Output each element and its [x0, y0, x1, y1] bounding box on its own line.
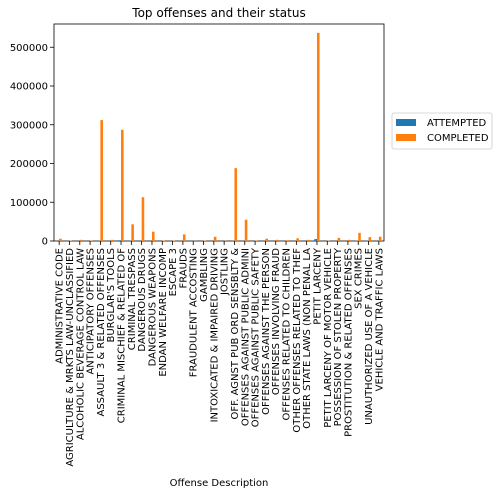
plot-frame — [53, 23, 385, 242]
x-tick-label-27: POSSESSION OF STOLEN PROPERTY — [333, 247, 344, 426]
x-tick-label-22: OFFENSES RELATED TO CHILDREN — [282, 248, 293, 420]
x-tick-label-13: FRAUDULENT ACCOSTING — [189, 248, 200, 377]
bar-attempted-6 — [118, 240, 122, 241]
x-tick-label-0: ADMINISTRATIVE CODE — [55, 248, 66, 364]
y-tick-label-4: 400000 — [10, 82, 48, 93]
x-tick-label-2: ALCOHOLIC BEVERAGE CONTROL LAW — [75, 248, 86, 440]
legend-swatch-attempted — [396, 119, 416, 126]
x-tick-label-24: OTHER STATE LAWS (NON PENAL LA — [302, 248, 313, 429]
x-tick-label-3: ANTICIPATORY OFFENSES — [86, 248, 97, 375]
x-tick-label-29: SEX CRIMES — [354, 248, 365, 309]
legend-label-attempted: ATTEMPTED — [427, 118, 487, 129]
x-tick-label-12: FRAUDS — [178, 248, 189, 289]
x-tick-label-10: ENDAN WELFARE INCOMP — [158, 248, 169, 377]
x-tick-label-5: BURGLAR'S TOOLS — [106, 248, 117, 343]
bar-completed-10 — [162, 240, 165, 241]
x-axis-label: Offense Description — [170, 478, 269, 489]
bar-completed-18 — [244, 219, 248, 241]
bar-completed-4 — [100, 120, 103, 241]
bar-completed-5 — [110, 239, 114, 241]
y-tick-label-0: 0 — [42, 237, 48, 248]
bar-completed-0 — [59, 238, 62, 241]
x-tick-label-25: PETIT LARCENY — [312, 247, 323, 325]
y-tick-label-1: 100000 — [10, 198, 48, 209]
x-axis: ADMINISTRATIVE CODE AGRICULTURE & MRKTS L… — [55, 241, 385, 467]
bar-completed-30 — [368, 237, 372, 242]
x-tick-label-15: INTOXICATED & IMPAIRED DRIVING — [209, 248, 220, 422]
bar-completed-8 — [141, 197, 145, 241]
x-tick-label-21: OFFENSES INVOLVING FRAUD — [271, 248, 282, 395]
x-tick-label-8: DANGEROUS DRUGS — [137, 248, 148, 352]
x-tick-label-31: VEHICLE AND TRAFFIC LAWS — [374, 248, 385, 391]
legend: ATTEMPTED COMPLETED — [391, 112, 493, 150]
bar-completed-27 — [337, 237, 341, 241]
x-tick-label-18: OFFENSES AGAINST PUBLIC ADMINI — [240, 248, 251, 426]
bar-attempted-4 — [97, 240, 101, 241]
x-tick-label-20: OFFENSES AGAINST THE PERSON — [261, 248, 272, 415]
bar-completed-28 — [347, 239, 351, 241]
bar-completed-21 — [275, 239, 279, 241]
bars-group — [59, 32, 382, 242]
x-tick-label-30: UNAUTHORIZED USE OF A VEHICLE — [364, 248, 375, 425]
bar-attempted-25 — [314, 239, 317, 241]
x-tick-label-14: GAMBLING — [199, 248, 210, 302]
y-axis: 0 100000 200000 300000 400000 500000 — [10, 43, 54, 248]
bar-completed-22 — [286, 240, 289, 241]
y-tick-label-2: 200000 — [10, 159, 48, 170]
legend-label-completed: COMPLETED — [427, 133, 489, 144]
x-tick-label-4: ASSAULT 3 & RELATED OFFENSES — [96, 248, 107, 417]
x-tick-label-28: PROSTITUTION & RELATED OFFENSES — [343, 248, 354, 437]
bar-completed-14 — [203, 240, 207, 241]
bar-completed-25 — [316, 32, 320, 241]
x-tick-label-11: ESCAPE 3 — [168, 248, 179, 296]
bar-completed-15 — [213, 236, 217, 241]
y-tick-label-5: 500000 — [10, 43, 48, 54]
x-tick-label-9: DANGEROUS WEAPONS — [147, 248, 158, 366]
bar-completed-19 — [255, 240, 258, 241]
legend-swatch-completed — [396, 134, 416, 141]
x-tick-label-6: CRIMINAL MISCHIEF & RELATED OF — [117, 248, 128, 423]
bar-completed-29 — [358, 232, 361, 241]
x-tick-label-16: JOSTLING — [220, 248, 231, 296]
y-tick-label-3: 300000 — [10, 120, 48, 131]
plot-area — [53, 23, 385, 242]
chart-title: Top offenses and their status — [131, 6, 305, 20]
x-tick-label-19: OFFENSES AGAINST PUBLIC SAFETY — [251, 247, 262, 427]
bar-completed-7 — [131, 224, 134, 241]
bar-completed-17 — [234, 168, 238, 241]
bar-completed-2 — [79, 239, 83, 241]
bar-completed-31 — [378, 236, 382, 241]
x-tick-label-1: AGRICULTURE & MRKTS LAW-UNCLASSIFIED — [65, 248, 76, 467]
bar-completed-24 — [306, 239, 310, 241]
x-tick-label-17: OFF. AGNST PUB ORD SENSBLTY & — [230, 248, 241, 420]
bar-completed-20 — [265, 238, 268, 241]
x-tick-label-26: PETIT LARCENY OF MOTOR VEHICLE — [323, 248, 334, 428]
bar-completed-12 — [182, 234, 186, 241]
bar-completed-6 — [121, 129, 124, 241]
bar-completed-23 — [296, 238, 299, 241]
bar-completed-9 — [151, 231, 155, 241]
x-tick-label-23: OTHER OFFENSES RELATED TO THEF — [292, 248, 303, 433]
legend-frame — [391, 112, 493, 150]
x-tick-label-7: CRIMINAL TRESPASS — [127, 248, 138, 350]
